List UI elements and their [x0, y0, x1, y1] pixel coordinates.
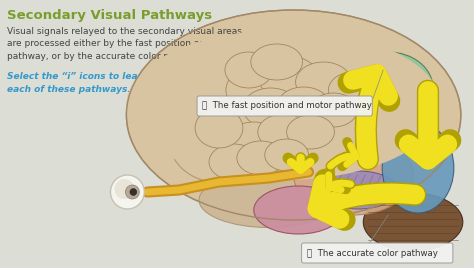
- Ellipse shape: [293, 135, 413, 215]
- Ellipse shape: [363, 193, 463, 251]
- Circle shape: [110, 175, 144, 209]
- Ellipse shape: [278, 87, 329, 123]
- Ellipse shape: [199, 173, 338, 228]
- Ellipse shape: [254, 186, 343, 234]
- Ellipse shape: [127, 30, 441, 180]
- Circle shape: [114, 179, 134, 199]
- Ellipse shape: [127, 10, 461, 220]
- Ellipse shape: [226, 68, 282, 112]
- Ellipse shape: [209, 144, 259, 180]
- Ellipse shape: [310, 93, 357, 127]
- Ellipse shape: [259, 56, 319, 100]
- Ellipse shape: [328, 72, 378, 108]
- Ellipse shape: [243, 88, 299, 128]
- Ellipse shape: [287, 115, 335, 149]
- Ellipse shape: [251, 44, 302, 80]
- Text: Select the “i” icons to learn about
each of these pathways.: Select the “i” icons to learn about each…: [7, 72, 181, 94]
- Text: Secondary Visual Pathways: Secondary Visual Pathways: [7, 9, 212, 22]
- Ellipse shape: [296, 62, 351, 102]
- Ellipse shape: [226, 122, 282, 162]
- Ellipse shape: [213, 98, 265, 138]
- Text: ⓘ  The accurate color pathway: ⓘ The accurate color pathway: [307, 248, 438, 258]
- Ellipse shape: [169, 98, 269, 183]
- FancyBboxPatch shape: [197, 96, 372, 116]
- FancyBboxPatch shape: [301, 243, 453, 263]
- Ellipse shape: [319, 171, 398, 209]
- Ellipse shape: [237, 141, 285, 175]
- Circle shape: [130, 188, 137, 195]
- Text: Visual signals relayed to the secondary visual areas
are processed either by the: Visual signals relayed to the secondary …: [7, 27, 242, 61]
- Ellipse shape: [258, 114, 310, 150]
- Ellipse shape: [382, 123, 454, 213]
- Ellipse shape: [265, 139, 309, 171]
- Ellipse shape: [225, 52, 273, 88]
- Circle shape: [126, 185, 139, 199]
- Text: ⓘ  The fast position and motor pathway: ⓘ The fast position and motor pathway: [202, 102, 372, 110]
- Ellipse shape: [343, 52, 433, 124]
- Ellipse shape: [195, 108, 243, 148]
